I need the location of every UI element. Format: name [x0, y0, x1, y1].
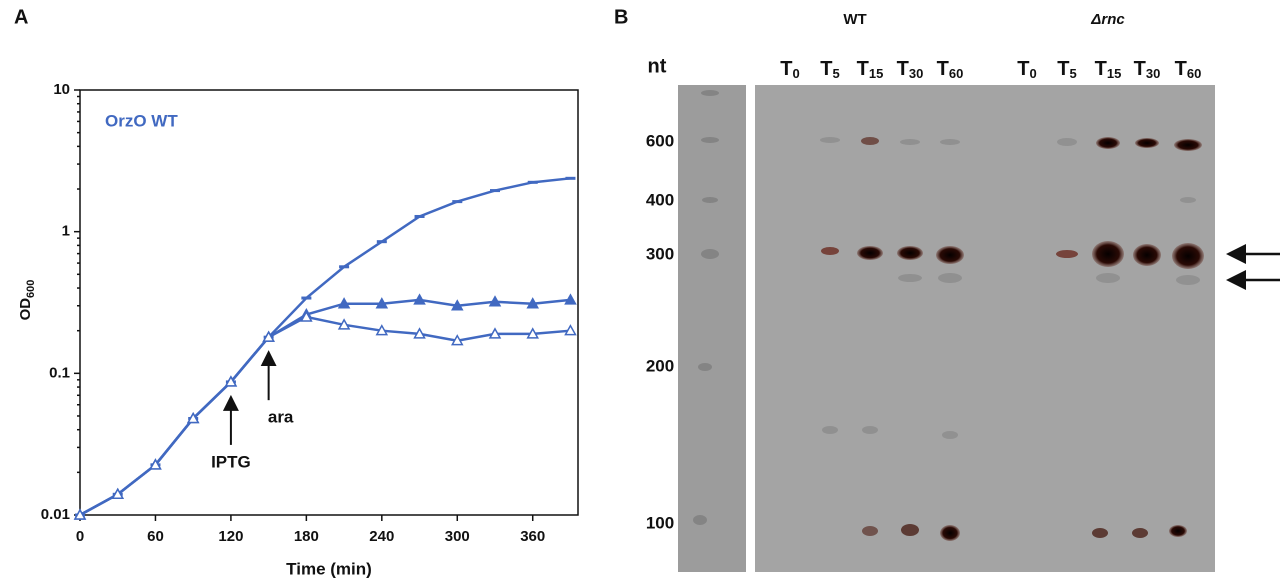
marker	[452, 200, 463, 204]
marker	[375, 324, 389, 336]
plot-frame	[79, 89, 579, 516]
lane-label: T5	[1057, 58, 1076, 81]
marker	[413, 293, 426, 305]
lane-label: T60	[937, 58, 964, 81]
gel: nt WT Δrnc T0 T5 T15 T30 T60 T0 T5 T15 T30 T60600…	[646, 11, 1280, 572]
faint-bands	[820, 137, 1200, 439]
lane-label-sub: 5	[832, 66, 839, 81]
lane-label-main: T	[1095, 58, 1107, 80]
lane-label-sub: 15	[1107, 66, 1121, 81]
x-axis-label: Time (min)	[286, 559, 372, 578]
y-tick-label: 0.1	[49, 364, 70, 381]
arrow-label: IPTG	[211, 452, 251, 471]
lane-label: T60	[1175, 58, 1202, 81]
marker	[149, 458, 162, 470]
gel-image	[755, 85, 1215, 572]
y-axis-label-main: OD	[17, 298, 34, 321]
marker	[490, 189, 500, 193]
series-line	[79, 315, 571, 517]
marker	[450, 299, 464, 311]
marker	[526, 297, 540, 309]
size-marker: 100	[646, 513, 674, 532]
ladder-bands	[693, 90, 719, 525]
lane-label: T0	[780, 58, 799, 81]
lane-label-main: T	[857, 58, 869, 80]
marker	[111, 487, 125, 500]
lane-label-main: T	[897, 58, 909, 80]
marker	[337, 318, 351, 330]
y-tick-label: 10	[53, 81, 70, 98]
lane-label-main: T	[1057, 58, 1069, 80]
marker	[337, 297, 351, 309]
x-tick-label: 180	[294, 528, 319, 545]
lane-label: T30	[1134, 58, 1161, 81]
panel-label: B	[614, 6, 628, 28]
lane-label: T5	[820, 58, 839, 81]
lane-label-sub: 30	[909, 66, 923, 81]
lane-label-main: T	[1134, 58, 1146, 80]
group-label: WT	[843, 11, 866, 28]
marker	[73, 508, 87, 520]
lane-label-sub: 60	[1187, 66, 1201, 81]
marker	[300, 310, 313, 322]
lane-label-main: T	[1017, 58, 1029, 80]
marker	[526, 327, 540, 339]
marker	[564, 324, 577, 336]
marker	[565, 176, 576, 180]
y-axis-label: OD600	[17, 280, 37, 321]
lane-label-main: T	[937, 58, 949, 80]
size-marker: 600	[646, 131, 674, 150]
lane-label: T15	[1095, 58, 1122, 81]
size-marker: 400	[646, 190, 674, 209]
lane-label: T15	[857, 58, 884, 81]
y-tick-label: 1	[62, 223, 70, 240]
lane-label-sub: 15	[869, 66, 883, 81]
growth-chart: 0.01 0.1 1 10 0 60 120 180 240 300 360 Time (min) OD…	[17, 81, 579, 578]
y-axis-label-sub: 600	[25, 280, 37, 298]
lane-label-sub: 60	[949, 66, 963, 81]
lane-label-sub: 30	[1146, 66, 1160, 81]
marker	[224, 375, 238, 387]
ladder-lane	[678, 85, 746, 572]
x-tick-label: 60	[147, 528, 164, 545]
marker	[488, 295, 502, 307]
x-tick-label: 360	[520, 528, 545, 545]
x-tick-label: 0	[76, 528, 84, 545]
panel-label: A	[14, 6, 28, 28]
size-marker: 300	[646, 244, 674, 263]
annotation: OrzO WT	[105, 111, 178, 130]
marker	[186, 411, 200, 424]
marker	[564, 293, 577, 305]
bands	[821, 137, 1204, 541]
marker	[301, 296, 312, 300]
lane-label-sub: 0	[792, 66, 799, 81]
lane-label: T30	[897, 58, 924, 81]
marker	[450, 334, 464, 346]
marker	[376, 240, 387, 244]
marker	[262, 330, 275, 342]
marker	[488, 327, 502, 339]
marker	[375, 297, 389, 309]
lane-label-sub: 0	[1029, 66, 1036, 81]
x-tick-label: 240	[369, 528, 394, 545]
marker	[527, 180, 538, 184]
marker	[413, 327, 426, 339]
lane-label-main: T	[780, 58, 792, 80]
y-tick-label: 0.01	[41, 506, 70, 523]
group-label: Δrnc	[1090, 11, 1125, 28]
arrow-label: ara	[268, 408, 294, 427]
marker	[339, 265, 350, 269]
lane-label-sub: 5	[1069, 66, 1076, 81]
marker	[414, 214, 425, 218]
lane-label-main: T	[820, 58, 832, 80]
lane-label: T0	[1017, 58, 1036, 81]
lane-label-main: T	[1175, 58, 1187, 80]
x-tick-label: 300	[445, 528, 470, 545]
x-tick-label: 120	[218, 528, 243, 545]
size-marker: 200	[646, 356, 674, 375]
unit-label: nt	[648, 55, 667, 77]
